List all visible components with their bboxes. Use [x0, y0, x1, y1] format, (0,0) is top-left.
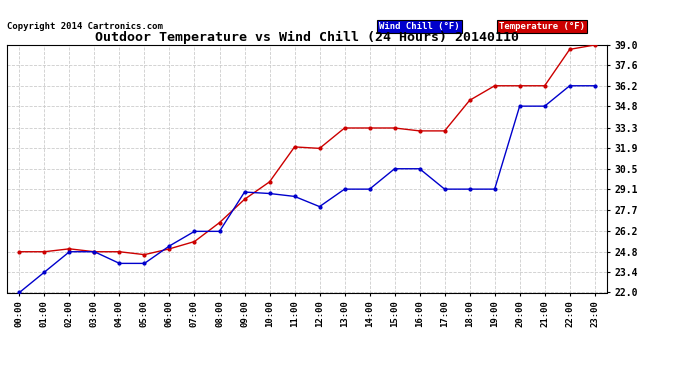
- Title: Outdoor Temperature vs Wind Chill (24 Hours) 20140110: Outdoor Temperature vs Wind Chill (24 Ho…: [95, 31, 519, 44]
- Text: Wind Chill (°F): Wind Chill (°F): [379, 22, 460, 32]
- Text: Temperature (°F): Temperature (°F): [499, 22, 585, 32]
- Text: Copyright 2014 Cartronics.com: Copyright 2014 Cartronics.com: [7, 22, 163, 32]
